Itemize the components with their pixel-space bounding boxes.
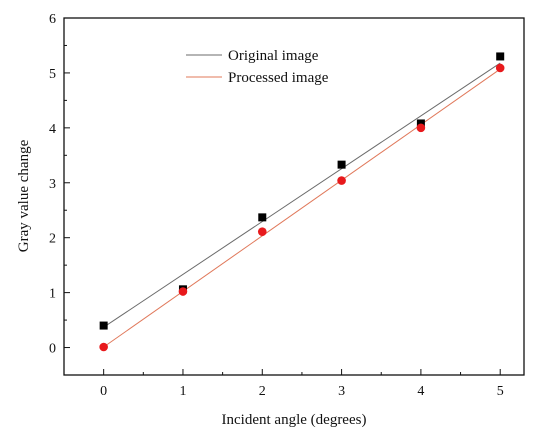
data-point-series-2 bbox=[416, 123, 426, 133]
data-point-series-2 bbox=[495, 63, 505, 73]
y-tick-label: 3 bbox=[49, 177, 56, 192]
y-tick-label: 2 bbox=[49, 232, 56, 247]
legend-label-series-2: Processed image bbox=[228, 70, 329, 86]
y-tick-label: 5 bbox=[49, 67, 56, 82]
data-markers bbox=[99, 52, 505, 352]
fit-line-series-1 bbox=[103, 62, 501, 328]
fit-line-series-2 bbox=[103, 68, 501, 348]
x-tick-label: 3 bbox=[338, 384, 345, 399]
x-tick-label: 4 bbox=[417, 384, 424, 399]
data-point-series-2 bbox=[337, 176, 346, 185]
plot-frame bbox=[63, 17, 525, 376]
data-point-series-1 bbox=[416, 119, 425, 128]
x-tick-label: 1 bbox=[179, 384, 186, 399]
y-axis-label: Gray value change bbox=[16, 139, 32, 252]
x-tick-label: 2 bbox=[259, 384, 266, 399]
data-point-series-2 bbox=[99, 342, 108, 352]
y-tick-label: 0 bbox=[49, 342, 56, 357]
data-point-series-1 bbox=[337, 160, 346, 169]
fit-lines bbox=[103, 62, 501, 348]
data-point-series-2 bbox=[178, 287, 188, 296]
x-axis-label: Incident angle (degrees) bbox=[222, 412, 367, 428]
y-axis: 0 1 2 3 4 5 6 bbox=[49, 12, 70, 376]
data-point-series-2 bbox=[257, 227, 267, 236]
y-tick-label: 1 bbox=[49, 287, 56, 302]
x-axis: 0 1 2 3 4 5 bbox=[63, 369, 504, 399]
x-tick-label: 5 bbox=[497, 384, 504, 399]
x-tick-label: 0 bbox=[100, 384, 107, 399]
data-point-series-1 bbox=[496, 52, 505, 61]
legend-label-series-1: Original image bbox=[228, 48, 319, 64]
y-tick-label: 6 bbox=[49, 12, 56, 27]
data-point-series-1 bbox=[99, 321, 108, 330]
data-point-series-1 bbox=[258, 213, 267, 222]
y-tick-label: 4 bbox=[49, 122, 56, 137]
legend: Original image Processed image bbox=[186, 48, 329, 86]
